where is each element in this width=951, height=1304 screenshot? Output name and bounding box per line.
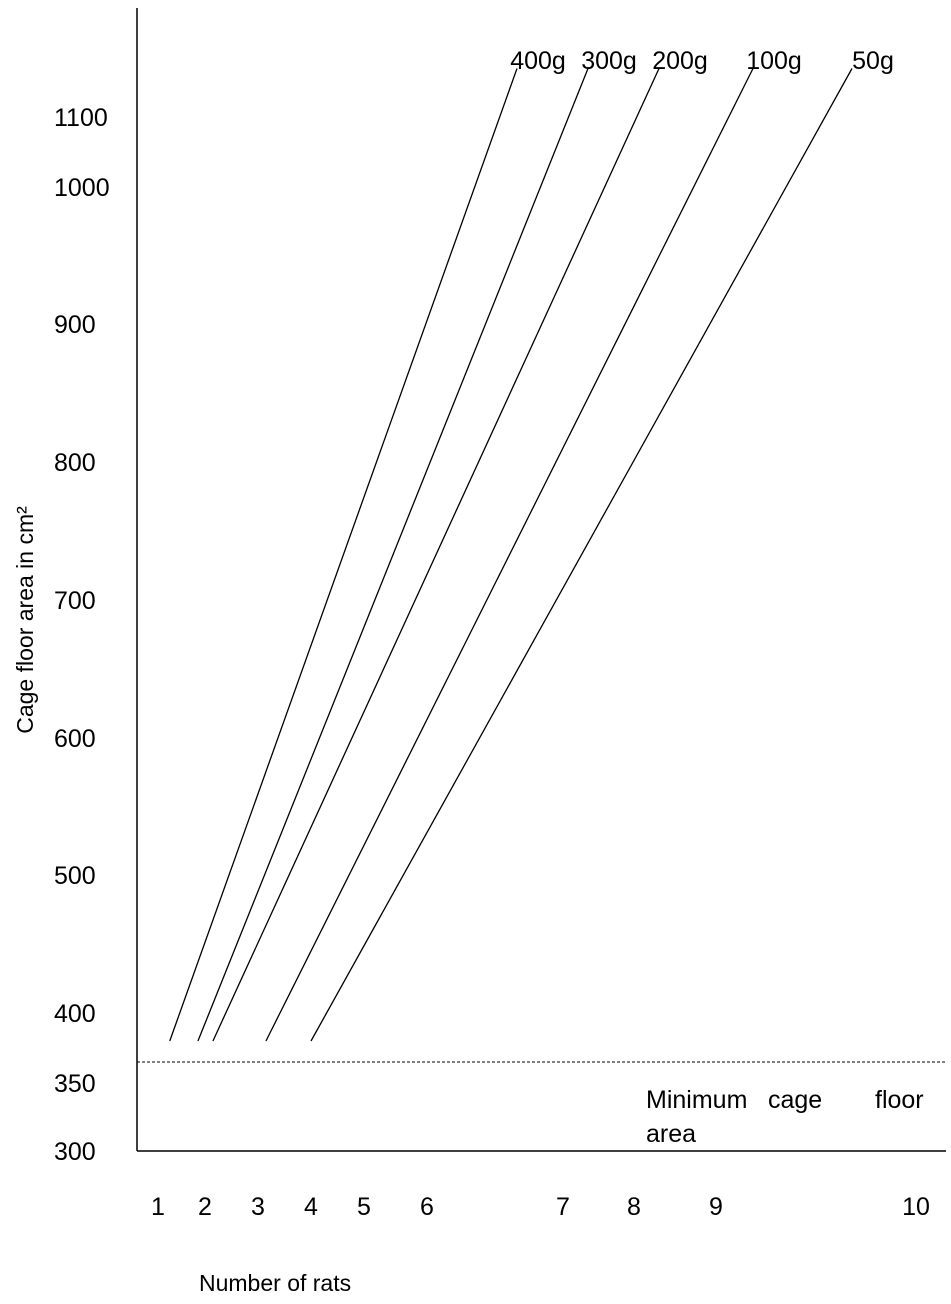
x-tick-label: 6 bbox=[420, 1193, 434, 1221]
series-label-200g: 200g bbox=[652, 47, 708, 75]
y-tick-label: 1000 bbox=[54, 174, 110, 202]
threshold-label-word: cage bbox=[768, 1086, 822, 1114]
y-tick-label: 900 bbox=[54, 311, 96, 339]
y-tick-label: 700 bbox=[54, 587, 96, 615]
series-line-400g bbox=[169, 68, 518, 1042]
axes bbox=[136, 8, 946, 1152]
y-tick-label: 800 bbox=[54, 449, 96, 477]
x-axis-label: Number of rats bbox=[199, 1270, 351, 1296]
series-line-300g bbox=[197, 68, 589, 1042]
threshold-label-word: floor bbox=[875, 1086, 924, 1114]
series-label-400g: 400g bbox=[510, 47, 566, 75]
threshold-label-word: Minimum bbox=[646, 1086, 747, 1114]
x-tick-label: 5 bbox=[357, 1193, 371, 1221]
x-tick-label: 4 bbox=[304, 1193, 318, 1221]
y-tick-labels: 300 350 400 500 600 700 800 900 1000 1100 bbox=[54, 104, 110, 1166]
x-tick-label: 10 bbox=[902, 1193, 930, 1221]
series-lines bbox=[169, 68, 853, 1042]
y-tick-label: 400 bbox=[54, 1000, 96, 1028]
series-line-200g bbox=[212, 68, 660, 1042]
minimum-area-threshold: Minimum cage floor area bbox=[137, 1061, 946, 1148]
series-label-100g: 100g bbox=[746, 47, 802, 75]
x-tick-labels: 1 2 3 4 5 6 7 8 9 10 bbox=[151, 1193, 930, 1221]
x-tick-label: 2 bbox=[198, 1193, 212, 1221]
x-tick-label: 9 bbox=[709, 1193, 723, 1221]
x-tick-label: 8 bbox=[627, 1193, 641, 1221]
series-labels: 400g 300g 200g 100g 50g bbox=[510, 47, 894, 75]
y-tick-label: 350 bbox=[54, 1070, 96, 1098]
y-axis-label: Cage floor area in cm² bbox=[12, 506, 38, 734]
x-tick-label: 1 bbox=[151, 1193, 165, 1221]
x-tick-label: 7 bbox=[556, 1193, 570, 1221]
series-label-300g: 300g bbox=[581, 47, 637, 75]
series-line-100g bbox=[265, 68, 754, 1042]
series-line-50g bbox=[310, 68, 853, 1042]
y-tick-label: 1100 bbox=[54, 104, 108, 132]
series-label-50g: 50g bbox=[852, 47, 894, 75]
x-tick-label: 3 bbox=[251, 1193, 265, 1221]
y-tick-label: 500 bbox=[54, 862, 96, 890]
y-tick-label: 300 bbox=[54, 1138, 96, 1166]
threshold-label-line2: area bbox=[646, 1120, 696, 1148]
y-tick-label: 600 bbox=[54, 725, 96, 753]
